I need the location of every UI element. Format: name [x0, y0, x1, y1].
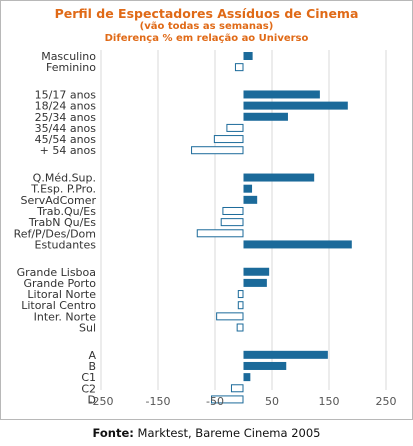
source-note: Fonte: Marktest, Bareme Cinema 2005 [0, 426, 413, 440]
x-tick-label: 150 [319, 395, 340, 408]
x-tick-label: 50 [265, 395, 279, 408]
bar-negative [230, 384, 244, 393]
category-label: C2 [81, 382, 96, 395]
bars [191, 52, 352, 404]
bar-negative [220, 218, 244, 227]
category-label: + 54 anos [40, 144, 97, 157]
bar-negative [211, 395, 244, 404]
chart-subtitle: (vão todas as semanas) [139, 21, 274, 32]
bar-positive [243, 373, 251, 382]
category-label: 35/44 anos [35, 122, 97, 135]
bar-positive [243, 361, 287, 370]
category-label: Inter. Norte [34, 310, 97, 323]
category-label: Feminino [46, 61, 96, 74]
category-label: 45/54 anos [35, 133, 97, 146]
category-label: TrabN Qu/Es [28, 216, 96, 229]
source-label: Fonte: [92, 426, 134, 440]
bar-positive [243, 184, 253, 193]
category-label: Trab.Qu/Es [36, 205, 96, 218]
bar-negative [234, 63, 244, 72]
bar-positive [243, 267, 270, 276]
x-tick-label: 250 [376, 395, 397, 408]
category-label: ServAdComer [20, 194, 96, 207]
bar-positive [243, 90, 320, 99]
category-label: B [88, 360, 96, 373]
category-label: Grande Porto [23, 277, 96, 290]
x-tick-label: -250 [89, 395, 114, 408]
bar-positive [243, 350, 328, 359]
category-label: 18/24 anos [35, 100, 97, 113]
chart-title: Perfil de Espectadores Assíduos de Cinem… [54, 6, 359, 21]
chart-frame [0, 0, 413, 420]
category-label: Q.Méd.Sup. [33, 172, 96, 185]
bar-negative [237, 301, 244, 310]
bar-positive [243, 101, 348, 110]
category-label: D [88, 393, 96, 406]
bar-negative [213, 135, 244, 144]
category-label: A [88, 349, 96, 362]
x-tick-label: -50 [206, 395, 224, 408]
category-label: Litoral Centro [21, 299, 96, 312]
category-label: 25/34 anos [35, 111, 97, 124]
bar-positive [243, 195, 258, 204]
category-label: Grande Lisboa [17, 266, 96, 279]
category-label: Litoral Norte [27, 288, 96, 301]
bar-positive [243, 278, 267, 287]
category-label: Estudantes [35, 238, 97, 251]
category-label: Ref/P/Des/Dom [14, 227, 96, 240]
bar-negative [191, 146, 244, 155]
bar-negative [236, 323, 244, 332]
category-label: Sul [79, 322, 96, 335]
category-label: T.Esp. P.Pro. [30, 183, 96, 196]
chart-subtitle-2: Diferença % em relação ao Universo [104, 33, 309, 44]
bar-negative [237, 290, 244, 299]
category-label: C1 [81, 371, 96, 384]
bar-negative [222, 206, 244, 215]
bar-negative [196, 229, 244, 238]
source-text: Marktest, Bareme Cinema 2005 [137, 426, 321, 440]
bar-positive [243, 240, 352, 249]
category-label: Masculino [41, 50, 96, 63]
x-axis-ticks: -250 -150 -50 50 150 250 [89, 395, 397, 408]
bar-positive [243, 112, 288, 121]
x-tick-label: -150 [146, 395, 171, 408]
bar-positive [243, 52, 253, 60]
bar-negative [216, 312, 244, 321]
bar-positive [243, 173, 315, 182]
bar-negative [226, 123, 244, 132]
category-label: 15/17 anos [35, 88, 97, 101]
chart-titles: Perfil de Espectadores Assíduos de Cinem… [0, 6, 413, 45]
grid-lines [100, 50, 387, 390]
